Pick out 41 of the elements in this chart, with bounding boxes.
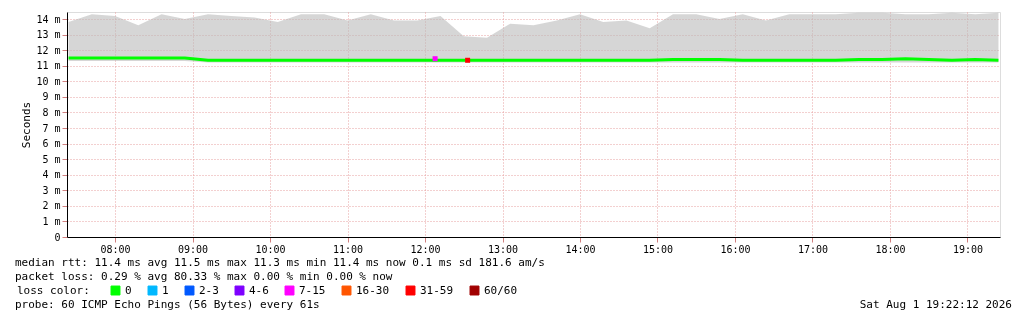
x-tick-label: 14:00	[565, 243, 596, 255]
y-tick-label: 5 m	[42, 153, 61, 165]
y-tick-label: 8 m	[42, 106, 61, 118]
legend-label: 1	[162, 283, 169, 297]
x-tick-label: 17:00	[797, 243, 829, 255]
x-tick-label: 15:00	[642, 243, 674, 255]
text: median rtt: 11.4 ms avg 11.5 ms max 11.3 ms min 11.4 ms now 0.1 ms sd 181.6 am/s	[15, 256, 545, 269]
x-tick-label: 13:00	[487, 243, 519, 255]
y-tick-label: 12 m	[36, 44, 61, 56]
legend-label: 7-15	[299, 283, 326, 297]
text: Sat Aug 1 19:22:12 2026	[859, 298, 1012, 311]
x-tick-label: 19:00	[952, 243, 984, 255]
y-tick-label: 6 m	[42, 138, 61, 150]
y-tick-label: 14 m	[36, 13, 61, 25]
legend-title: loss color:	[17, 284, 90, 297]
y-tick-label: 13 m	[36, 29, 61, 41]
legend-label: 16-30	[356, 283, 390, 297]
x-tick-label: 08:00	[100, 243, 131, 255]
y-tick-label: 1 m	[42, 215, 61, 227]
legend-label: 0	[125, 283, 132, 297]
y-tick-label: 7 m	[42, 122, 61, 134]
y-tick-label: 9 m	[42, 91, 61, 103]
x-tick-label: 10:00	[255, 243, 286, 255]
y-tick-label: 10 m	[36, 75, 61, 87]
x-tick-label: 12:00	[410, 243, 441, 255]
x-tick-label: 16:00	[720, 243, 751, 255]
y-tick-label: 3 m	[42, 184, 61, 196]
y-tick-label: 4 m	[42, 169, 61, 181]
legend-label: 60/60	[484, 283, 518, 297]
x-tick-label: 18:00	[875, 243, 906, 255]
y-tick-label: 11 m	[36, 60, 61, 72]
y-tick-label: 2 m	[42, 200, 61, 212]
x-tick-label: 09:00	[177, 243, 209, 255]
legend-label: 31-59	[420, 283, 454, 297]
y-tick-label: 0	[54, 231, 61, 243]
x-tick-label: 11:00	[332, 243, 364, 255]
text: packet loss: 0.29 % avg 80.33 % max 0.00 % min 0.00 % now	[15, 270, 393, 283]
legend-label: 2-3	[199, 283, 219, 297]
legend-label: 4-6	[249, 283, 269, 297]
y-axis-title: Seconds	[20, 101, 34, 149]
text: probe: 60 ICMP Echo Pings (56 Bytes) every 61s	[15, 298, 320, 311]
